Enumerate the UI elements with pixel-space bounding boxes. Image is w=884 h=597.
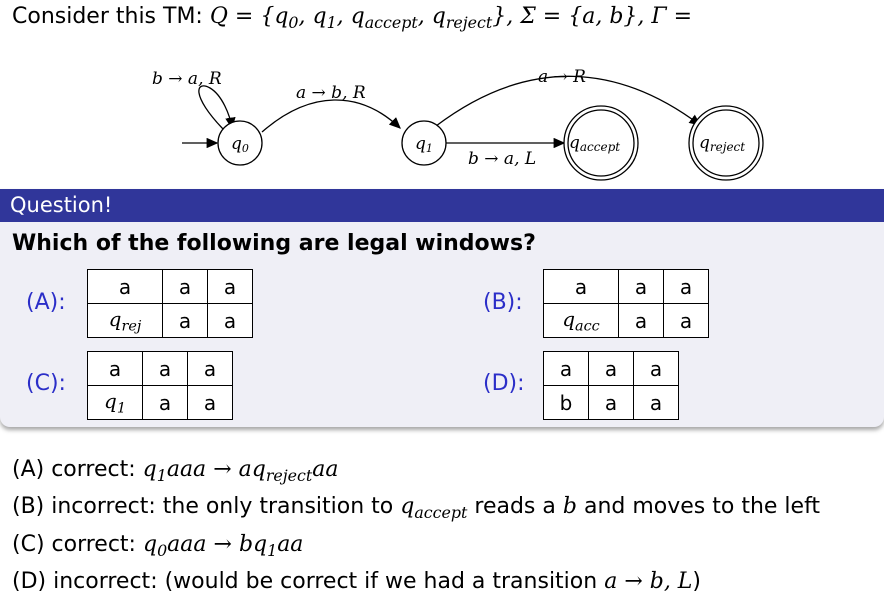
state-q0 — [217, 120, 263, 166]
window-cell: a — [187, 351, 233, 386]
window-cell: a — [207, 303, 253, 338]
window-cell: a — [663, 303, 709, 338]
state-q0-label: q0 — [231, 134, 249, 155]
window-cell: a — [142, 385, 188, 420]
state-q1-label: q1 — [415, 134, 433, 155]
intro-line: Consider this TM: Q = {q0, q1, qaccept, … — [12, 4, 692, 32]
window-cell: a — [543, 269, 619, 304]
edge-q1-reject-label: a → R — [538, 67, 586, 87]
window-cell: a — [588, 351, 634, 386]
window-cell: a — [588, 385, 634, 420]
window-cell: a — [618, 303, 664, 338]
window-cell: a — [633, 351, 679, 386]
window-cell: a — [207, 269, 253, 304]
answers: (A) correct: q1aaa → aqrejectaa (B) inco… — [12, 454, 820, 597]
answer-a: (A) correct: q1aaa → aqrejectaa — [12, 457, 339, 485]
question-header: Question! — [0, 189, 884, 222]
tm-state-diagram: b → a, R a → b, R a → R b → a, L q0 q1 q… — [152, 67, 764, 181]
option-d-label: (D): — [483, 371, 525, 396]
window-cell: a — [162, 303, 208, 338]
window-cell: a — [162, 269, 208, 304]
answer-d: (D) incorrect: (would be correct if we h… — [12, 568, 702, 594]
state-accept-inner — [567, 109, 635, 177]
edge-q1-reject — [435, 75, 702, 127]
edge-q1-accept-label: b → a, L — [468, 149, 536, 169]
window-cell: b — [543, 385, 589, 420]
tm-definition: Q = {q0, q1, qaccept, qreject}, Σ = {a, … — [209, 4, 693, 32]
option-c-label: (C): — [26, 371, 66, 396]
window-cell: a — [187, 385, 233, 420]
window-cell: a — [543, 351, 589, 386]
window-cell-state: qrej — [87, 303, 163, 338]
self-loop-label: b → a, R — [152, 69, 222, 89]
self-loop-edge — [198, 85, 236, 131]
window-cell: a — [142, 351, 188, 386]
option-b-label: (B): — [483, 290, 523, 315]
window-cell: a — [87, 351, 143, 386]
answer-b: (B) incorrect: the only transition to qa… — [12, 494, 821, 522]
intro-lead: Consider this TM: — [12, 4, 203, 29]
window-cell-state: q1 — [87, 385, 143, 420]
window-cell: a — [633, 385, 679, 420]
answer-c: (C) correct: q0aaa → bq1aa — [12, 531, 304, 560]
state-reject-inner — [692, 109, 760, 177]
state-q1 — [401, 120, 447, 166]
window-cell: a — [618, 269, 664, 304]
option-a-label: (A): — [26, 290, 66, 315]
state-accept-label: qaccept — [569, 133, 620, 154]
window-cell: a — [663, 269, 709, 304]
window-cell: a — [87, 269, 163, 304]
question-block: Question! Which of the following are leg… — [0, 189, 884, 427]
state-reject-label: qreject — [699, 133, 745, 154]
edge-q0-q1 — [261, 99, 401, 133]
question-text: Which of the following are legal windows… — [12, 231, 536, 256]
edge-q0-q1-label: a → b, R — [296, 83, 366, 103]
window-cell-state: qacc — [543, 303, 619, 338]
